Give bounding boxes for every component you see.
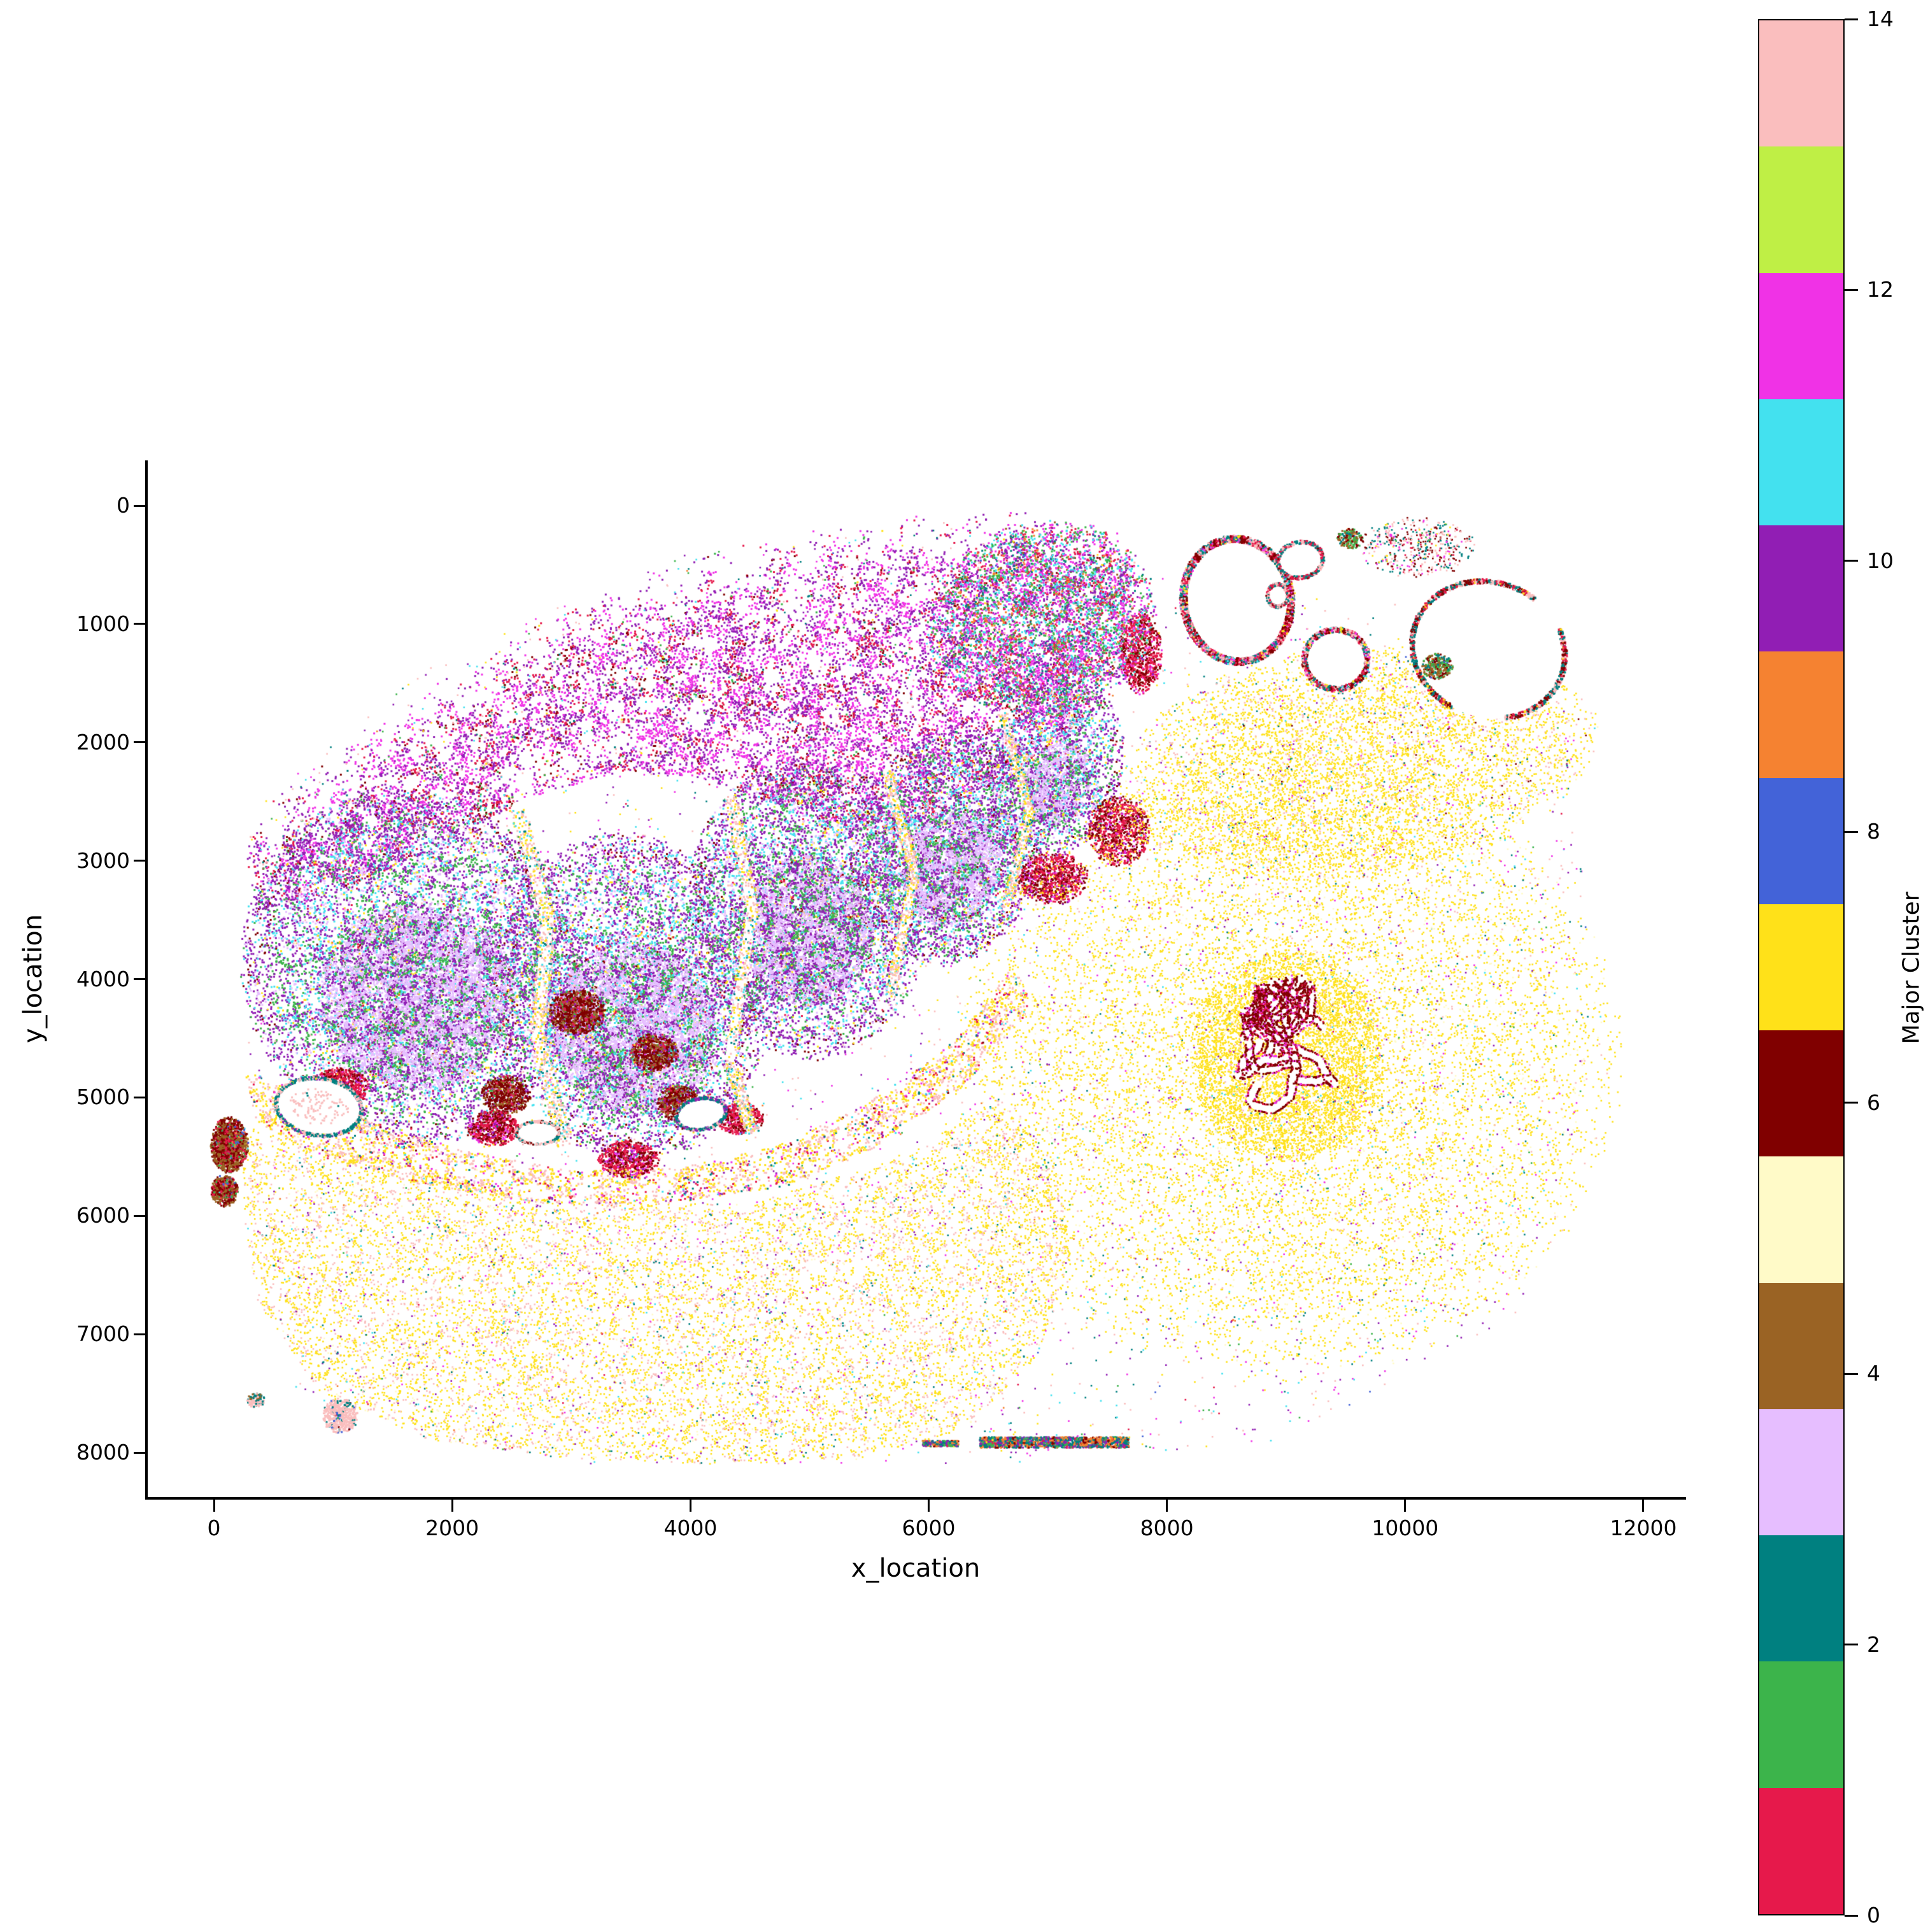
colorbar-tick-mark (1845, 1372, 1858, 1375)
colorbar-tick-label: 4 (1867, 1361, 1880, 1386)
colorbar-band-cluster-10 (1759, 525, 1843, 652)
y-tick-mark (134, 504, 146, 507)
y-tick-label: 0 (117, 493, 130, 518)
colorbar-band-cluster-8 (1759, 778, 1843, 904)
colorbar-band-cluster-0 (1759, 1787, 1843, 1914)
x-tick-mark (451, 1500, 453, 1512)
x-axis-label: x_location (851, 1554, 981, 1583)
y-tick-mark (134, 1333, 146, 1335)
colorbar-band-cluster-7 (1759, 904, 1843, 1031)
colorbar-tick-mark (1845, 560, 1858, 562)
x-tick-mark (1404, 1500, 1407, 1512)
colorbar-band-cluster-14 (1759, 20, 1843, 147)
x-tick-mark (1642, 1500, 1645, 1512)
colorbar (1758, 19, 1845, 1915)
colorbar-band-cluster-6 (1759, 1030, 1843, 1157)
colorbar-band-cluster-9 (1759, 651, 1843, 778)
y-axis-spine (145, 460, 148, 1500)
y-tick-label: 1000 (76, 611, 130, 636)
colorbar-band-cluster-2 (1759, 1535, 1843, 1662)
colorbar-band-cluster-12 (1759, 273, 1843, 399)
x-tick-mark (213, 1500, 215, 1512)
y-tick-label: 3000 (76, 848, 130, 873)
y-tick-mark (134, 1214, 146, 1217)
y-tick-mark (134, 860, 146, 862)
colorbar-tick-label: 0 (1867, 1903, 1880, 1928)
x-tick-mark (927, 1500, 930, 1512)
scatter-plot-area (148, 460, 1683, 1497)
colorbar-band-cluster-3 (1759, 1409, 1843, 1536)
x-tick-label: 6000 (902, 1516, 956, 1540)
colorbar-tick-mark (1845, 1102, 1858, 1104)
colorbar-band-cluster-1 (1759, 1661, 1843, 1788)
y-tick-label: 4000 (76, 966, 130, 991)
y-tick-label: 7000 (76, 1321, 130, 1347)
x-tick-label: 8000 (1140, 1516, 1194, 1540)
y-tick-label: 2000 (76, 729, 130, 755)
x-tick-mark (1166, 1500, 1168, 1512)
colorbar-tick-label: 14 (1867, 6, 1894, 31)
colorbar-band-cluster-4 (1759, 1282, 1843, 1409)
y-tick-label: 6000 (76, 1203, 130, 1228)
x-tick-label: 4000 (663, 1516, 718, 1540)
x-tick-label: 0 (207, 1516, 221, 1540)
colorbar-band-cluster-11 (1759, 399, 1843, 526)
x-tick-mark (689, 1500, 691, 1512)
colorbar-tick-label: 8 (1867, 819, 1880, 844)
colorbar-band-cluster-5 (1759, 1156, 1843, 1283)
colorbar-tick-label: 12 (1867, 277, 1894, 302)
y-axis-label: y_location (18, 914, 48, 1044)
colorbar-tick-mark (1845, 288, 1858, 291)
y-tick-label: 5000 (76, 1084, 130, 1110)
colorbar-tick-mark (1845, 18, 1858, 20)
colorbar-tick-mark (1845, 1914, 1858, 1917)
colorbar-tick-mark (1845, 1644, 1858, 1646)
y-tick-mark (134, 623, 146, 625)
colorbar-band-cluster-13 (1759, 146, 1843, 273)
y-tick-mark (134, 1451, 146, 1454)
colorbar-tick-mark (1845, 830, 1858, 833)
colorbar-label: Major Cluster (1898, 891, 1925, 1044)
y-tick-label: 8000 (76, 1440, 130, 1465)
x-tick-label: 10000 (1372, 1516, 1439, 1540)
colorbar-tick-label: 2 (1867, 1631, 1880, 1657)
y-tick-mark (134, 978, 146, 980)
colorbar-tick-label: 6 (1867, 1090, 1880, 1115)
x-axis-spine (145, 1497, 1686, 1500)
y-tick-mark (134, 741, 146, 744)
y-tick-mark (134, 1096, 146, 1098)
x-tick-label: 12000 (1610, 1516, 1677, 1540)
x-tick-label: 2000 (425, 1516, 479, 1540)
colorbar-tick-label: 10 (1867, 548, 1894, 573)
